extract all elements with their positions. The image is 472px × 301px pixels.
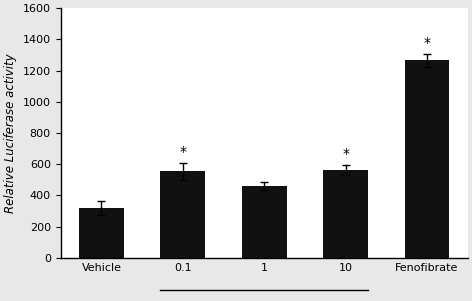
Text: *: *	[179, 145, 186, 159]
Bar	[323, 170, 368, 258]
Y-axis label: Relative Luciferase activity: Relative Luciferase activity	[4, 53, 17, 213]
Bar	[79, 208, 124, 258]
Bar	[405, 61, 449, 258]
Bar	[242, 186, 287, 258]
Text: *: *	[342, 147, 349, 161]
Bar	[160, 171, 205, 258]
Text: *: *	[423, 36, 430, 50]
